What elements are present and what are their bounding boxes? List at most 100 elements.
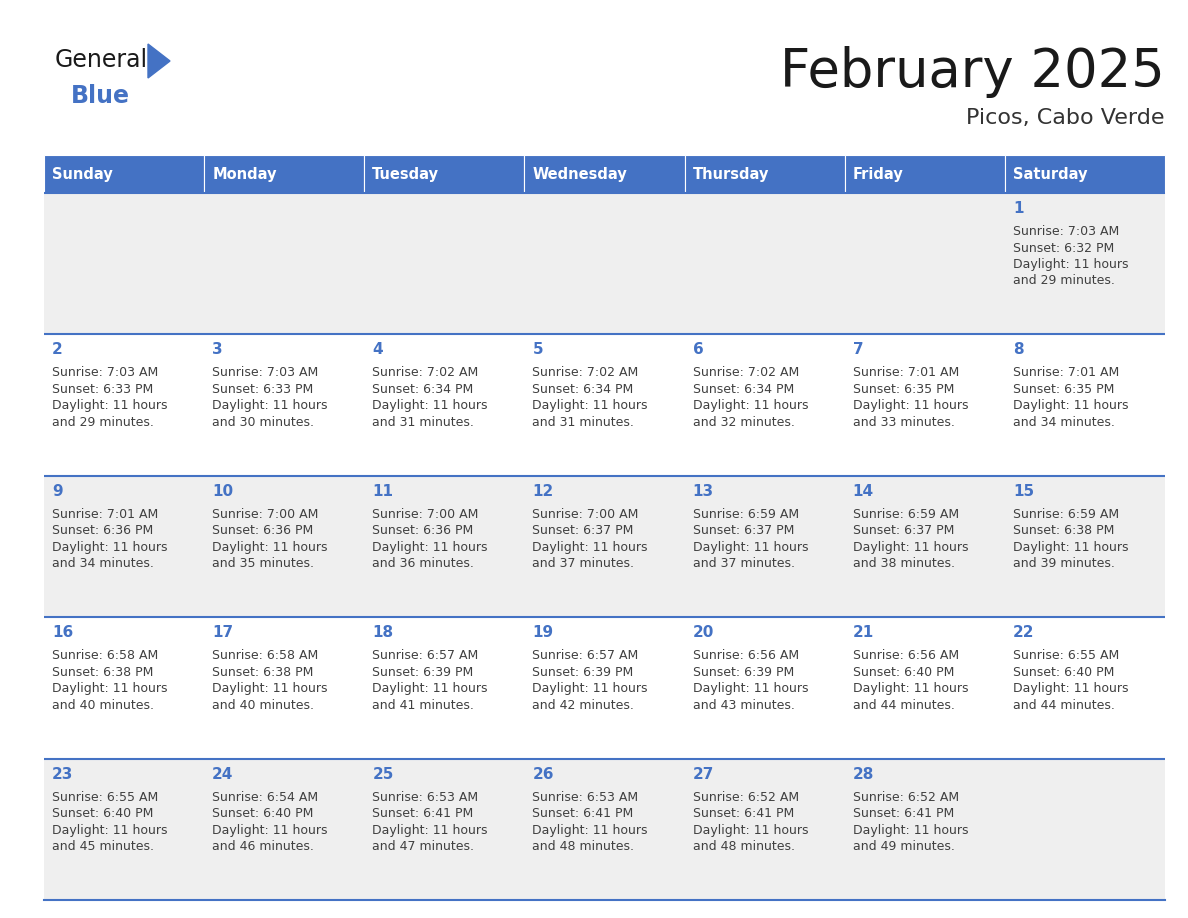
Bar bbox=[845, 155, 1005, 193]
Text: Sunrise: 7:03 AM: Sunrise: 7:03 AM bbox=[213, 366, 318, 379]
Text: Sunrise: 6:58 AM: Sunrise: 6:58 AM bbox=[52, 649, 158, 662]
Text: February 2025: February 2025 bbox=[781, 46, 1165, 98]
Text: Sunrise: 7:03 AM: Sunrise: 7:03 AM bbox=[52, 366, 158, 379]
Text: and 29 minutes.: and 29 minutes. bbox=[52, 416, 154, 429]
Text: and 40 minutes.: and 40 minutes. bbox=[213, 699, 314, 711]
Text: Daylight: 11 hours: Daylight: 11 hours bbox=[52, 399, 168, 412]
Text: and 47 minutes.: and 47 minutes. bbox=[372, 840, 474, 853]
Text: Sunset: 6:32 PM: Sunset: 6:32 PM bbox=[1013, 241, 1114, 254]
Text: and 38 minutes.: and 38 minutes. bbox=[853, 557, 955, 570]
Text: Sunset: 6:33 PM: Sunset: 6:33 PM bbox=[213, 383, 314, 396]
Text: Daylight: 11 hours: Daylight: 11 hours bbox=[1013, 682, 1129, 695]
Text: Sunrise: 6:53 AM: Sunrise: 6:53 AM bbox=[372, 790, 479, 803]
Text: and 29 minutes.: and 29 minutes. bbox=[1013, 274, 1114, 287]
Text: Sunrise: 6:58 AM: Sunrise: 6:58 AM bbox=[213, 649, 318, 662]
Text: Sunrise: 6:59 AM: Sunrise: 6:59 AM bbox=[1013, 508, 1119, 521]
Text: Daylight: 11 hours: Daylight: 11 hours bbox=[213, 682, 328, 695]
Text: Sunrise: 6:55 AM: Sunrise: 6:55 AM bbox=[52, 790, 158, 803]
Text: and 41 minutes.: and 41 minutes. bbox=[372, 699, 474, 711]
Text: Daylight: 11 hours: Daylight: 11 hours bbox=[1013, 541, 1129, 554]
Text: 3: 3 bbox=[213, 342, 223, 357]
Text: and 32 minutes.: and 32 minutes. bbox=[693, 416, 795, 429]
Text: Daylight: 11 hours: Daylight: 11 hours bbox=[372, 541, 488, 554]
Bar bbox=[684, 155, 845, 193]
Text: and 33 minutes.: and 33 minutes. bbox=[853, 416, 955, 429]
Text: and 44 minutes.: and 44 minutes. bbox=[1013, 699, 1114, 711]
Text: Sunset: 6:41 PM: Sunset: 6:41 PM bbox=[693, 807, 794, 820]
Text: 17: 17 bbox=[213, 625, 233, 640]
Text: Sunset: 6:40 PM: Sunset: 6:40 PM bbox=[52, 807, 153, 820]
Text: Sunset: 6:41 PM: Sunset: 6:41 PM bbox=[532, 807, 633, 820]
Text: and 36 minutes.: and 36 minutes. bbox=[372, 557, 474, 570]
Bar bbox=[44, 758, 1165, 900]
Text: Saturday: Saturday bbox=[1013, 166, 1087, 182]
Text: 9: 9 bbox=[52, 484, 63, 498]
Text: 19: 19 bbox=[532, 625, 554, 640]
Text: Sunset: 6:41 PM: Sunset: 6:41 PM bbox=[853, 807, 954, 820]
Text: 22: 22 bbox=[1013, 625, 1035, 640]
Bar bbox=[365, 155, 524, 193]
Text: Daylight: 11 hours: Daylight: 11 hours bbox=[213, 541, 328, 554]
Text: Sunset: 6:39 PM: Sunset: 6:39 PM bbox=[532, 666, 633, 678]
Text: Blue: Blue bbox=[71, 84, 129, 108]
Bar bbox=[44, 617, 1165, 758]
Text: 2: 2 bbox=[52, 342, 63, 357]
Text: Daylight: 11 hours: Daylight: 11 hours bbox=[372, 823, 488, 836]
Text: and 45 minutes.: and 45 minutes. bbox=[52, 840, 154, 853]
Text: Sunset: 6:34 PM: Sunset: 6:34 PM bbox=[532, 383, 633, 396]
Text: Sunset: 6:41 PM: Sunset: 6:41 PM bbox=[372, 807, 474, 820]
Text: Daylight: 11 hours: Daylight: 11 hours bbox=[372, 399, 488, 412]
Text: Sunset: 6:39 PM: Sunset: 6:39 PM bbox=[372, 666, 474, 678]
Text: Daylight: 11 hours: Daylight: 11 hours bbox=[532, 541, 647, 554]
Text: 24: 24 bbox=[213, 767, 234, 781]
Text: Daylight: 11 hours: Daylight: 11 hours bbox=[693, 399, 808, 412]
Text: 4: 4 bbox=[372, 342, 383, 357]
Text: and 49 minutes.: and 49 minutes. bbox=[853, 840, 955, 853]
Text: Sunset: 6:37 PM: Sunset: 6:37 PM bbox=[853, 524, 954, 537]
Text: Sunset: 6:39 PM: Sunset: 6:39 PM bbox=[693, 666, 794, 678]
Text: Daylight: 11 hours: Daylight: 11 hours bbox=[372, 682, 488, 695]
Text: 15: 15 bbox=[1013, 484, 1034, 498]
Text: and 39 minutes.: and 39 minutes. bbox=[1013, 557, 1114, 570]
Text: Daylight: 11 hours: Daylight: 11 hours bbox=[532, 682, 647, 695]
Text: Sunrise: 6:52 AM: Sunrise: 6:52 AM bbox=[853, 790, 959, 803]
Text: Sunset: 6:35 PM: Sunset: 6:35 PM bbox=[1013, 383, 1114, 396]
Text: Daylight: 11 hours: Daylight: 11 hours bbox=[853, 399, 968, 412]
Text: Sunrise: 6:57 AM: Sunrise: 6:57 AM bbox=[532, 649, 639, 662]
Text: and 48 minutes.: and 48 minutes. bbox=[532, 840, 634, 853]
Text: and 44 minutes.: and 44 minutes. bbox=[853, 699, 955, 711]
Text: Sunset: 6:40 PM: Sunset: 6:40 PM bbox=[213, 807, 314, 820]
Text: Daylight: 11 hours: Daylight: 11 hours bbox=[213, 823, 328, 836]
Text: Sunrise: 7:01 AM: Sunrise: 7:01 AM bbox=[1013, 366, 1119, 379]
Text: 26: 26 bbox=[532, 767, 554, 781]
Text: 16: 16 bbox=[52, 625, 74, 640]
Text: 7: 7 bbox=[853, 342, 864, 357]
Text: Daylight: 11 hours: Daylight: 11 hours bbox=[853, 682, 968, 695]
Text: Sunrise: 7:00 AM: Sunrise: 7:00 AM bbox=[372, 508, 479, 521]
Text: 12: 12 bbox=[532, 484, 554, 498]
Text: Daylight: 11 hours: Daylight: 11 hours bbox=[52, 541, 168, 554]
Text: Daylight: 11 hours: Daylight: 11 hours bbox=[532, 399, 647, 412]
Text: Sunset: 6:40 PM: Sunset: 6:40 PM bbox=[1013, 666, 1114, 678]
Text: 11: 11 bbox=[372, 484, 393, 498]
Text: and 40 minutes.: and 40 minutes. bbox=[52, 699, 154, 711]
Text: Daylight: 11 hours: Daylight: 11 hours bbox=[1013, 258, 1129, 271]
Text: Daylight: 11 hours: Daylight: 11 hours bbox=[532, 823, 647, 836]
Text: Daylight: 11 hours: Daylight: 11 hours bbox=[213, 399, 328, 412]
Text: Sunrise: 6:59 AM: Sunrise: 6:59 AM bbox=[853, 508, 959, 521]
Text: Daylight: 11 hours: Daylight: 11 hours bbox=[52, 823, 168, 836]
Text: Sunrise: 7:02 AM: Sunrise: 7:02 AM bbox=[693, 366, 798, 379]
Text: Daylight: 11 hours: Daylight: 11 hours bbox=[693, 541, 808, 554]
Text: Sunset: 6:37 PM: Sunset: 6:37 PM bbox=[532, 524, 634, 537]
Text: Sunrise: 7:03 AM: Sunrise: 7:03 AM bbox=[1013, 225, 1119, 238]
Text: Sunset: 6:38 PM: Sunset: 6:38 PM bbox=[1013, 524, 1114, 537]
Text: 20: 20 bbox=[693, 625, 714, 640]
Text: Sunrise: 6:59 AM: Sunrise: 6:59 AM bbox=[693, 508, 798, 521]
Text: Sunset: 6:33 PM: Sunset: 6:33 PM bbox=[52, 383, 153, 396]
Text: Daylight: 11 hours: Daylight: 11 hours bbox=[1013, 399, 1129, 412]
Text: Friday: Friday bbox=[853, 166, 903, 182]
Text: Sunset: 6:38 PM: Sunset: 6:38 PM bbox=[52, 666, 153, 678]
Text: Sunrise: 6:53 AM: Sunrise: 6:53 AM bbox=[532, 790, 639, 803]
Bar bbox=[1005, 155, 1165, 193]
Text: Daylight: 11 hours: Daylight: 11 hours bbox=[853, 541, 968, 554]
